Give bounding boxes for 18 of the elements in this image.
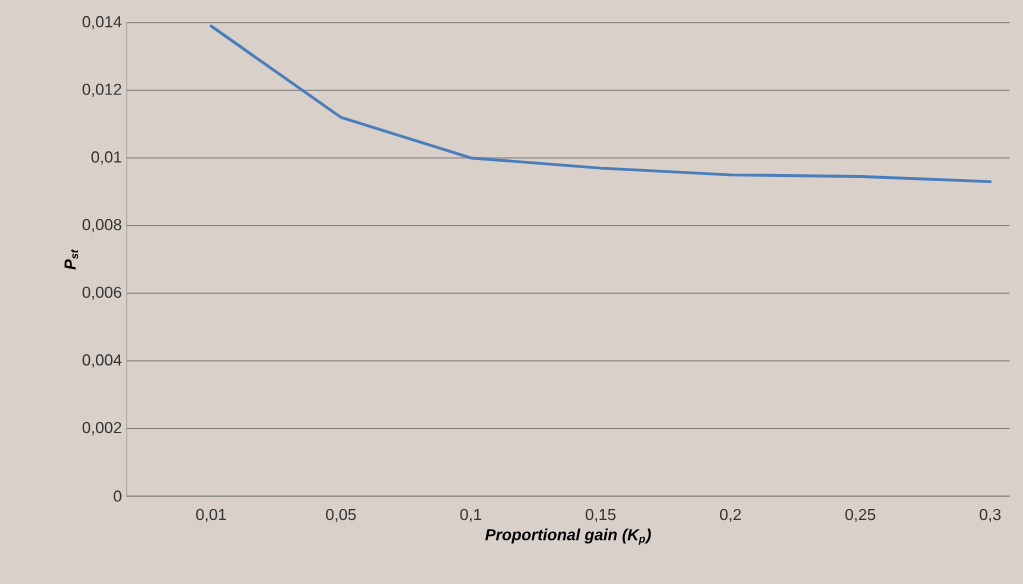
x-tick-label: 0,2 <box>720 508 741 522</box>
line-series <box>209 24 992 183</box>
x-tick-label: 0,05 <box>326 508 356 522</box>
x-tick-label: 0,25 <box>845 508 876 522</box>
x-tick-label: 0,3 <box>979 508 1001 522</box>
y-tick-label: 0,006 <box>82 286 122 300</box>
y-tick-label: 0,002 <box>82 421 122 436</box>
x-tick-label: 0,1 <box>460 508 482 522</box>
x-axis-title: Proportional gain (K$_{p}$) <box>485 528 651 545</box>
y-tick-label: 0,01 <box>91 151 122 165</box>
y-axis-title: P$_{st}$ <box>64 249 79 270</box>
y-tick-label: 0,014 <box>82 15 122 30</box>
x-tick-label: 0,15 <box>585 508 616 522</box>
y-tick-label: 0,008 <box>82 218 122 233</box>
y-tick-label: 0,004 <box>82 354 122 368</box>
x-tick-label: 0,01 <box>196 508 226 522</box>
y-tick-label: 0 <box>113 490 122 502</box>
y-tick-label: 0,012 <box>82 83 122 97</box>
